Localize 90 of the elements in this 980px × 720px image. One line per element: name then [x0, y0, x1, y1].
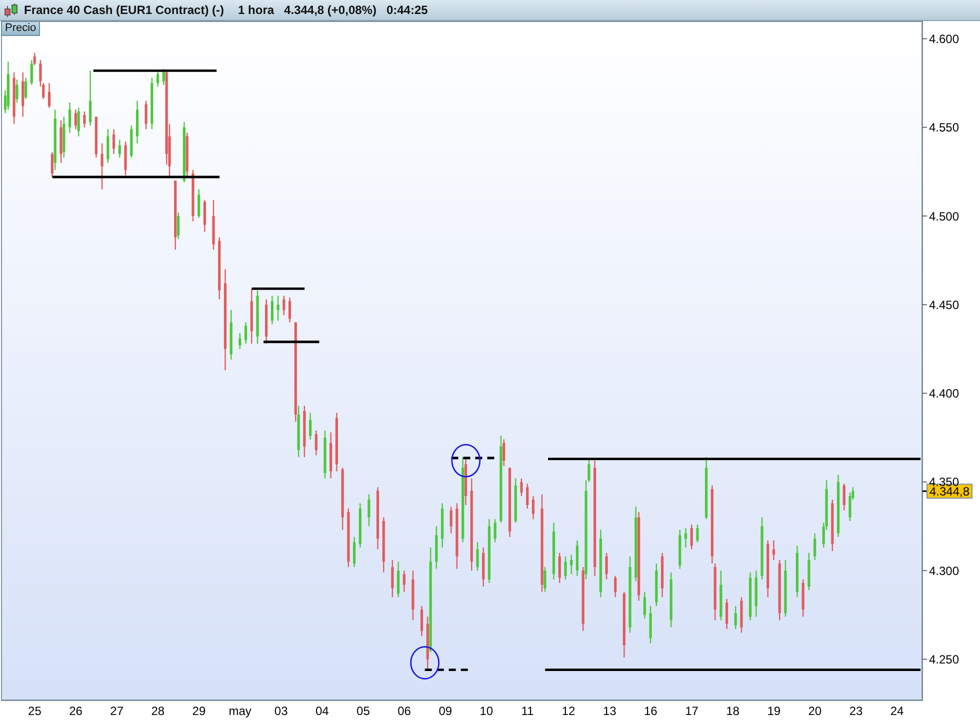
candlestick — [396, 561, 400, 598]
y-axis-title: Precio — [1, 21, 40, 36]
candlestick — [526, 483, 529, 510]
candlestick — [588, 458, 590, 483]
candlestick — [558, 552, 561, 584]
x-tick-label: 09 — [438, 704, 452, 718]
candlestick — [402, 570, 406, 592]
candlestick — [605, 552, 608, 580]
candlestick — [68, 102, 72, 134]
y-tick-label: 4.400 — [929, 386, 960, 401]
candlestick — [368, 494, 370, 527]
candlestick — [48, 82, 51, 108]
candlestick — [391, 559, 394, 598]
candlestick — [309, 412, 312, 440]
candlestick — [690, 524, 693, 550]
candlestick — [238, 332, 242, 350]
x-tick-label: 20 — [808, 704, 822, 718]
x-tick-label: 10 — [480, 704, 494, 718]
candlestick — [726, 598, 728, 630]
candlestick — [270, 295, 274, 325]
candlestick — [33, 52, 36, 66]
candlestick — [476, 542, 479, 572]
y-tick-label: 4.450 — [929, 298, 960, 312]
candlestick — [544, 566, 546, 592]
candlestick — [684, 527, 688, 548]
y-tick-label: 4.500 — [929, 209, 960, 224]
x-tick-label: 18 — [726, 704, 740, 718]
candlestick — [420, 605, 424, 637]
candlestick — [50, 152, 54, 178]
candlestick — [494, 518, 496, 543]
candlestick — [100, 142, 104, 190]
chart-title: France 40 Cash (EUR1 Contract) (-) — [24, 3, 224, 17]
candlestick — [564, 556, 567, 580]
candlestick — [352, 536, 356, 568]
candlestick — [570, 554, 573, 575]
candlestick — [118, 139, 121, 158]
x-tick-label: 16 — [644, 704, 658, 718]
y-tick-label: 4.250 — [929, 652, 960, 666]
candlestick — [89, 70, 92, 126]
candlestick — [203, 199, 206, 233]
candlestick — [282, 295, 286, 316]
x-tick-label: 24 — [890, 704, 904, 718]
x-tick-label: 27 — [110, 704, 124, 718]
candlestick — [696, 524, 699, 543]
y-tick-label: 4.300 — [929, 564, 960, 578]
candlestick — [276, 295, 280, 322]
x-tick-label: 17 — [685, 704, 699, 718]
x-tick-label: 29 — [192, 704, 206, 718]
candlestick — [74, 109, 77, 130]
candlestick — [314, 430, 318, 456]
candlestick — [156, 70, 160, 88]
candlestick — [288, 296, 292, 323]
x-tick-label: 11 — [521, 704, 534, 718]
candlestick — [842, 483, 846, 511]
y-tick-label: 4.600 — [929, 32, 960, 46]
x-tick-label: 25 — [28, 704, 42, 718]
candlestick — [450, 506, 452, 534]
x-tick-label: 12 — [562, 704, 576, 718]
candlestick — [772, 540, 776, 561]
candlestick — [177, 212, 180, 240]
candlestick — [244, 322, 248, 344]
candlestick — [112, 128, 116, 155]
candlestick — [83, 110, 86, 128]
x-tick-label: 23 — [849, 704, 863, 718]
candlestick — [16, 78, 18, 104]
candlestick — [614, 575, 617, 598]
candlestick — [30, 59, 33, 86]
candlestick — [502, 438, 506, 467]
candlestick — [77, 107, 80, 137]
candlestick — [106, 128, 110, 164]
candlestick — [520, 478, 523, 497]
candlestick — [643, 591, 646, 620]
candlestick — [144, 100, 148, 130]
y-tick-label: 4.550 — [929, 120, 960, 135]
x-tick-label: 05 — [356, 704, 370, 718]
x-tick-label: may — [228, 704, 252, 718]
candlestick — [734, 605, 737, 630]
x-tick-label: 28 — [151, 704, 165, 718]
x-tick-label: 26 — [69, 704, 83, 718]
candlestick — [848, 492, 852, 522]
candlestick — [532, 496, 535, 520]
x-tick-label: 13 — [602, 704, 617, 718]
chart-subtitle: 1 hora 4.344,8 (+0,08%) 0:44:25 — [238, 3, 428, 17]
x-tick-label: 06 — [398, 704, 412, 718]
candlestick — [24, 77, 28, 100]
x-tick-label: 04 — [315, 704, 330, 718]
x-tick-label: 19 — [767, 704, 781, 718]
x-tick-label: 03 — [274, 704, 288, 718]
candlestick — [198, 188, 200, 218]
candlestick — [813, 532, 816, 561]
